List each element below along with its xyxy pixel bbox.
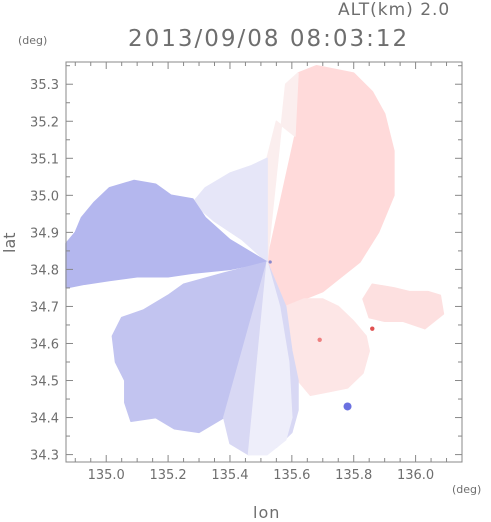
y-tick-label: 35.1 [30,152,59,167]
approaching-cell [343,402,352,411]
x-tick-label: 135.8 [335,468,372,483]
region-southeast-receding [284,298,370,397]
region-southwest-approaching [111,261,268,434]
storm-features [268,260,375,411]
x-tick-label: 136.0 [397,468,434,483]
y-axis-unit: (deg) [18,34,48,47]
radar-site-marker [268,260,272,264]
y-tick-label: 34.4 [30,412,59,427]
x-axis-label: lon [253,503,281,522]
y-tick-label: 34.3 [30,449,59,464]
region-east-lobe [362,283,445,330]
x-tick-label: 135.2 [149,468,186,483]
y-tick-label: 35.3 [30,78,59,93]
plot-frame [65,61,463,463]
y-tick-label: 34.7 [30,300,59,315]
y-tick-label: 34.8 [30,263,59,278]
x-tick-label: 135.0 [88,468,125,483]
region-west-approaching [65,179,268,289]
x-tick-label: 135.6 [273,468,310,483]
x-tick-label: 135.4 [211,468,248,483]
receding-speck [317,337,322,342]
region-northeast-receding [266,64,395,308]
y-tick-label: 34.9 [30,226,59,241]
receding-cell [370,326,375,331]
y-tick-label: 34.5 [30,375,59,390]
y-tick-label: 35.2 [30,115,59,130]
y-tick-label: 34.6 [30,337,59,352]
region-south-neutral [247,261,293,456]
timestamp-title: 2013/09/08 08:03:12 [128,26,410,52]
axis-ticks: 135.0 135.2 135.4 135.6 135.8 136.0 34.3 34.4 34… [30,62,463,483]
y-tick-label: 35.0 [30,189,59,204]
altitude-label: ALT(km) 2.0 [338,0,451,20]
x-axis-unit: (deg) [452,483,482,496]
doppler-regions [65,64,445,456]
region-north-approaching [192,157,268,263]
